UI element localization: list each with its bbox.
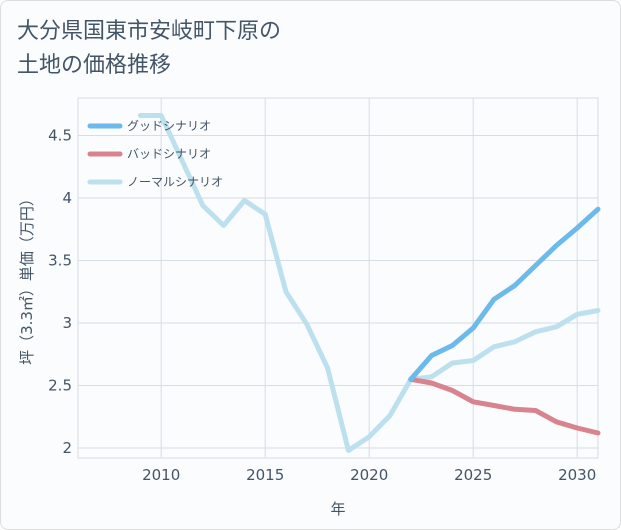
x-tick-labels: 2010 2015 2020 2025 2030 bbox=[142, 466, 596, 484]
y-tick-label: 2 bbox=[62, 439, 72, 457]
series-line-1 bbox=[408, 376, 601, 436]
x-tick-label: 2020 bbox=[350, 466, 388, 484]
x-tick-label: 2010 bbox=[142, 466, 180, 484]
x-tick-label: 2025 bbox=[454, 466, 492, 484]
title-line-2: 土地の価格推移 bbox=[17, 53, 172, 78]
y-tick-label: 2.5 bbox=[48, 377, 72, 395]
y-tick-label: 3.5 bbox=[48, 252, 72, 270]
legend-label: グッドシナリオ bbox=[127, 119, 211, 133]
chart-title: 大分県国東市安岐町下原の 土地の価格推移 bbox=[17, 15, 437, 83]
legend-label: バッドシナリオ bbox=[127, 147, 211, 161]
plot-area bbox=[77, 97, 599, 459]
legend-label: ノーマルシナリオ bbox=[127, 175, 223, 189]
y-tick-label: 3 bbox=[62, 314, 72, 332]
x-tick-label: 2015 bbox=[246, 466, 284, 484]
y-tick-label: 4.5 bbox=[48, 127, 72, 145]
series-line-2 bbox=[137, 113, 601, 453]
x-tick-label: 2030 bbox=[558, 466, 596, 484]
y-tick-label: 4 bbox=[62, 189, 72, 207]
title-line-1: 大分県国東市安岐町下原の bbox=[17, 19, 282, 44]
series-line-0 bbox=[408, 206, 601, 382]
grid-lines bbox=[78, 98, 598, 458]
y-tick-labels: 2 2.5 3 3.5 4 4.5 bbox=[48, 127, 72, 458]
series-lines bbox=[137, 113, 601, 453]
x-axis-label: 年 bbox=[330, 500, 345, 518]
y-axis-label: 坪（3.3㎡）単価（万円） bbox=[18, 191, 36, 365]
